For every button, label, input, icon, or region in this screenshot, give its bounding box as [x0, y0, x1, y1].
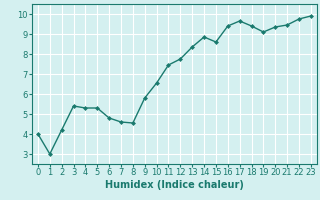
X-axis label: Humidex (Indice chaleur): Humidex (Indice chaleur) — [105, 180, 244, 190]
